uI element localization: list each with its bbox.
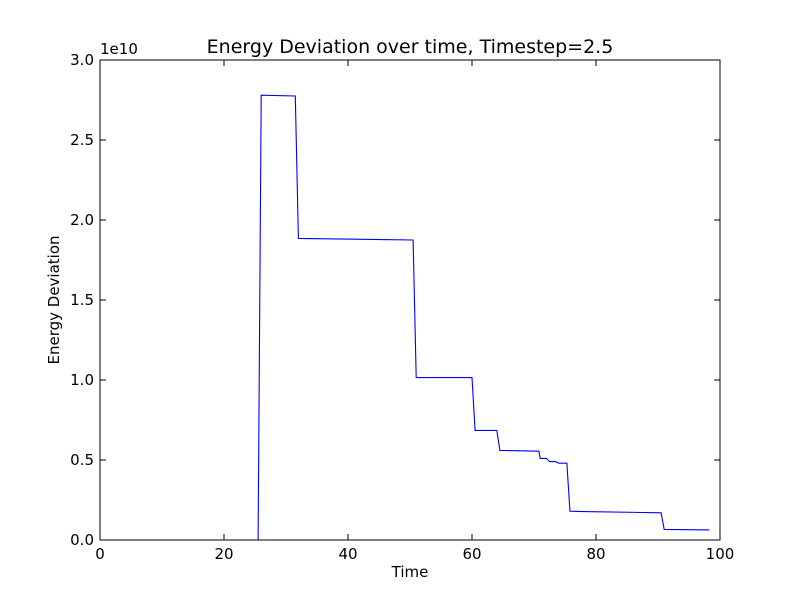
y-tick-label: 2.0 [70,211,94,229]
chart-title: Energy Deviation over time, Timestep=2.5 [207,36,614,58]
x-tick-label: 80 [586,545,605,563]
x-tick-label: 20 [214,545,233,563]
x-tick-label: 40 [338,545,357,563]
y-offset-label: 1e10 [100,40,138,58]
y-tick-label: 0.0 [70,531,94,549]
plot-area [100,94,710,541]
y-axis-label: Energy Deviation [45,235,63,364]
y-tick-label: 1.0 [70,371,94,389]
x-tick-label: 100 [706,545,735,563]
x-tick-label: 60 [462,545,481,563]
series-line-0 [100,94,710,541]
axes: 0 20 40 60 80 100 0.0 0.5 1.0 1.5 2.0 2.5 3.0 [70,51,734,563]
y-tick-label: 0.5 [70,451,94,469]
y-tick-label: 3.0 [70,51,94,69]
y-tick-label: 2.5 [70,131,94,149]
x-axis-label: Time [391,563,429,581]
y-tick-label: 1.5 [70,291,94,309]
x-tick-label: 0 [95,545,105,563]
